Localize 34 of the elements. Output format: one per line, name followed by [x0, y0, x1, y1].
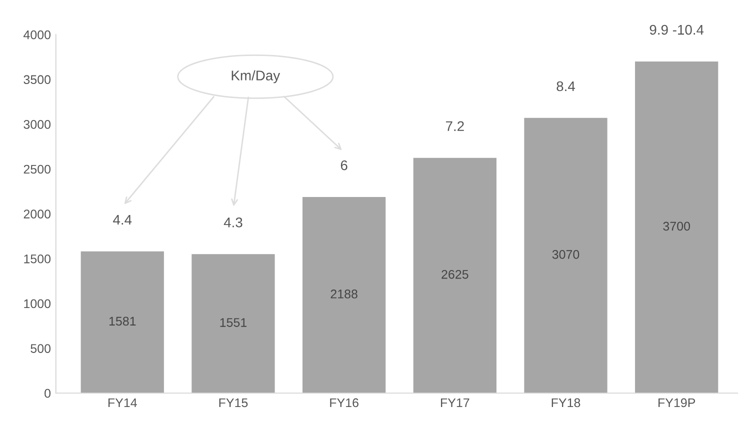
y-tick-label: 4000: [23, 30, 51, 40]
annotation: Km/Day: [232, 70, 280, 84]
y-tick-label: 500: [30, 344, 51, 353]
annotation: 9.9 -10.4: [650, 24, 704, 35]
bar: [635, 61, 718, 394]
bar: [302, 196, 386, 394]
x-tick-label: FY16: [330, 398, 358, 408]
data-label: 2625: [442, 270, 468, 279]
data-label: 2188: [330, 290, 358, 298]
bar: [80, 251, 164, 394]
x-tick-label: FY19P: [658, 398, 696, 408]
data-label: 1551: [220, 318, 247, 327]
data-label: 1581: [109, 316, 136, 326]
y-tick-label: 2500: [24, 164, 51, 174]
annotation: 8.4: [556, 81, 575, 92]
y-tick-label: 3000: [24, 120, 51, 129]
x-tick-label: FY15: [219, 398, 248, 408]
annotation: 4.3: [224, 218, 242, 228]
x-tick-label: FY14: [108, 398, 137, 408]
y-tick-label: 0: [44, 388, 51, 398]
y-tick-label: 1000: [24, 299, 51, 308]
data-label: 3700: [663, 222, 690, 231]
y-tick-label: 2000: [24, 210, 51, 218]
annotation: 6: [340, 160, 348, 170]
bar: [413, 158, 496, 394]
y-tick-label: 1500: [24, 254, 51, 264]
bar: [524, 118, 608, 394]
bar: [192, 254, 275, 394]
y-tick-label: 3500: [24, 75, 51, 84]
x-tick-label: FY17: [440, 398, 470, 408]
data-label: 3070: [552, 250, 580, 259]
x-tick-label: FY18: [552, 398, 580, 408]
annotation: 4.4: [113, 214, 132, 225]
annotation: 7.2: [446, 121, 464, 131]
